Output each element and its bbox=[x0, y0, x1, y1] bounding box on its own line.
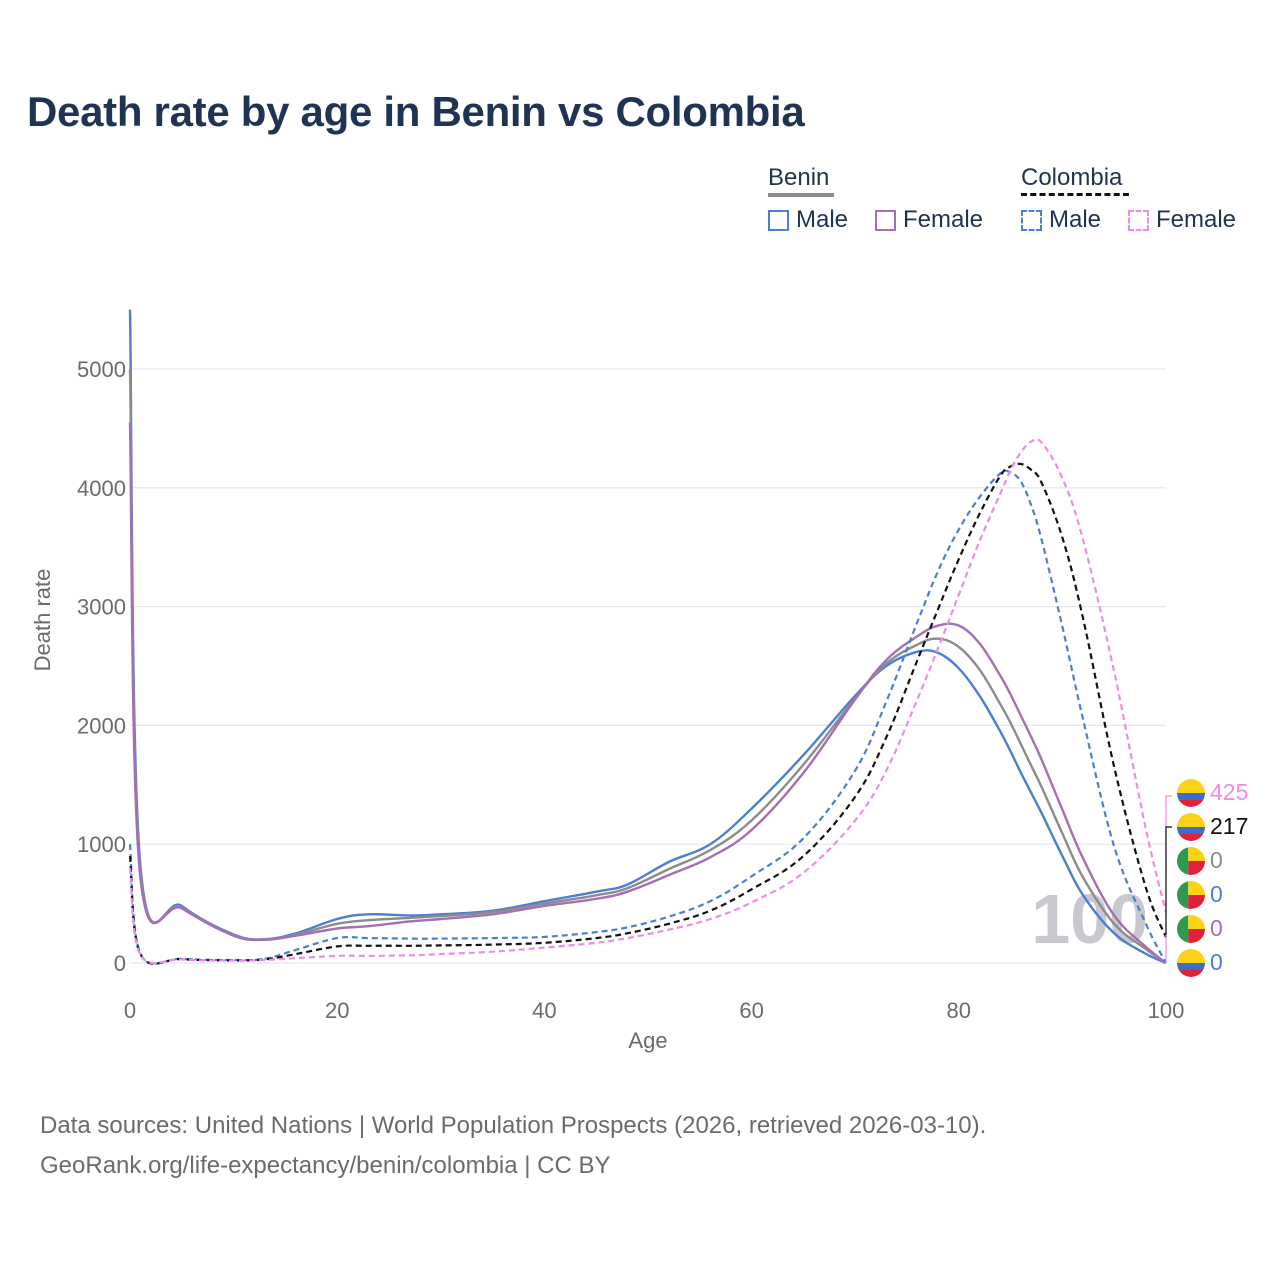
legend-line-solid bbox=[768, 193, 834, 197]
colombia-flag-icon bbox=[1177, 813, 1205, 841]
chart-title: Death rate by age in Benin vs Colombia bbox=[27, 88, 805, 135]
y-tick-label: 1000 bbox=[77, 832, 126, 857]
source-line-2[interactable]: GeoRank.org/life-expectancy/benin/colomb… bbox=[40, 1152, 611, 1179]
colombia-flag-icon bbox=[1177, 949, 1205, 977]
end-label-value: 0 bbox=[1210, 847, 1223, 873]
legend-swatch bbox=[1128, 209, 1149, 231]
watermark: 100 bbox=[1031, 880, 1148, 958]
source-note: Data sources: United Nations | World Pop… bbox=[40, 1106, 986, 1186]
legend-swatch bbox=[875, 209, 896, 231]
series-line-colombia-both bbox=[128, 462, 1168, 965]
end-label-value: 0 bbox=[1210, 881, 1223, 907]
x-tick-label: 20 bbox=[325, 998, 349, 1023]
x-axis: 0 20 40 60 80 100 bbox=[124, 998, 1184, 1023]
y-tick-label: 5000 bbox=[77, 357, 126, 382]
legend-item-benin-female[interactable]: Female bbox=[875, 206, 983, 234]
y-tick-label: 2000 bbox=[77, 713, 126, 738]
legend-group-benin[interactable]: Benin bbox=[768, 164, 834, 197]
end-connector bbox=[1165, 795, 1172, 963]
legend-swatch bbox=[768, 209, 789, 231]
series-line-benin-both bbox=[128, 368, 1167, 964]
grid bbox=[130, 368, 1166, 964]
legend-item-label: Female bbox=[903, 206, 984, 233]
end-label-value: 217 bbox=[1210, 813, 1248, 839]
legend-item-benin-male[interactable]: Male bbox=[768, 206, 848, 234]
y-axis: 0 1000 2000 3000 4000 5000 bbox=[77, 357, 126, 976]
end-label-value: 425 bbox=[1210, 779, 1248, 805]
legend-item-label: Female bbox=[1156, 206, 1237, 233]
legend-item-colombia-male[interactable]: Male bbox=[1021, 206, 1101, 234]
y-axis-label: Death rate bbox=[30, 569, 55, 672]
y-tick-label: 0 bbox=[114, 951, 126, 976]
end-connector bbox=[1165, 826, 1172, 935]
legend-group-label: Colombia bbox=[1021, 164, 1123, 191]
source-line-1: Data sources: United Nations | World Pop… bbox=[40, 1112, 987, 1139]
y-tick-label: 4000 bbox=[77, 476, 126, 501]
end-label-value: 0 bbox=[1210, 915, 1223, 941]
legend-group-label: Benin bbox=[768, 164, 830, 191]
series-line-colombia-male bbox=[128, 469, 1167, 966]
series-line-colombia-female bbox=[128, 437, 1168, 965]
x-tick-label: 100 bbox=[1148, 998, 1185, 1023]
x-tick-label: 40 bbox=[532, 998, 556, 1023]
end-label-value: 0 bbox=[1210, 949, 1223, 975]
x-tick-label: 60 bbox=[739, 998, 763, 1023]
colombia-flag-icon bbox=[1177, 779, 1205, 807]
legend-item-label: Male bbox=[1049, 206, 1102, 233]
legend-item-colombia-female[interactable]: Female bbox=[1128, 206, 1236, 234]
y-tick-label: 3000 bbox=[77, 595, 126, 620]
benin-flag-icon bbox=[1177, 847, 1205, 875]
end-labels: 425 217 0 0 0 0 bbox=[1165, 779, 1248, 977]
x-axis-label: Age bbox=[628, 1028, 667, 1053]
benin-flag-icon bbox=[1177, 915, 1205, 943]
legend-line-dashed bbox=[1021, 193, 1129, 196]
series-line-benin-male bbox=[128, 309, 1167, 965]
legend-swatch bbox=[1021, 209, 1042, 231]
x-tick-label: 80 bbox=[947, 998, 971, 1023]
legend-item-label: Male bbox=[796, 206, 849, 233]
x-tick-label: 0 bbox=[124, 998, 136, 1023]
series-line-benin-female bbox=[128, 422, 1167, 964]
legend-group-colombia[interactable]: Colombia bbox=[1021, 164, 1129, 196]
benin-flag-icon bbox=[1177, 881, 1205, 909]
series-group bbox=[128, 309, 1168, 966]
